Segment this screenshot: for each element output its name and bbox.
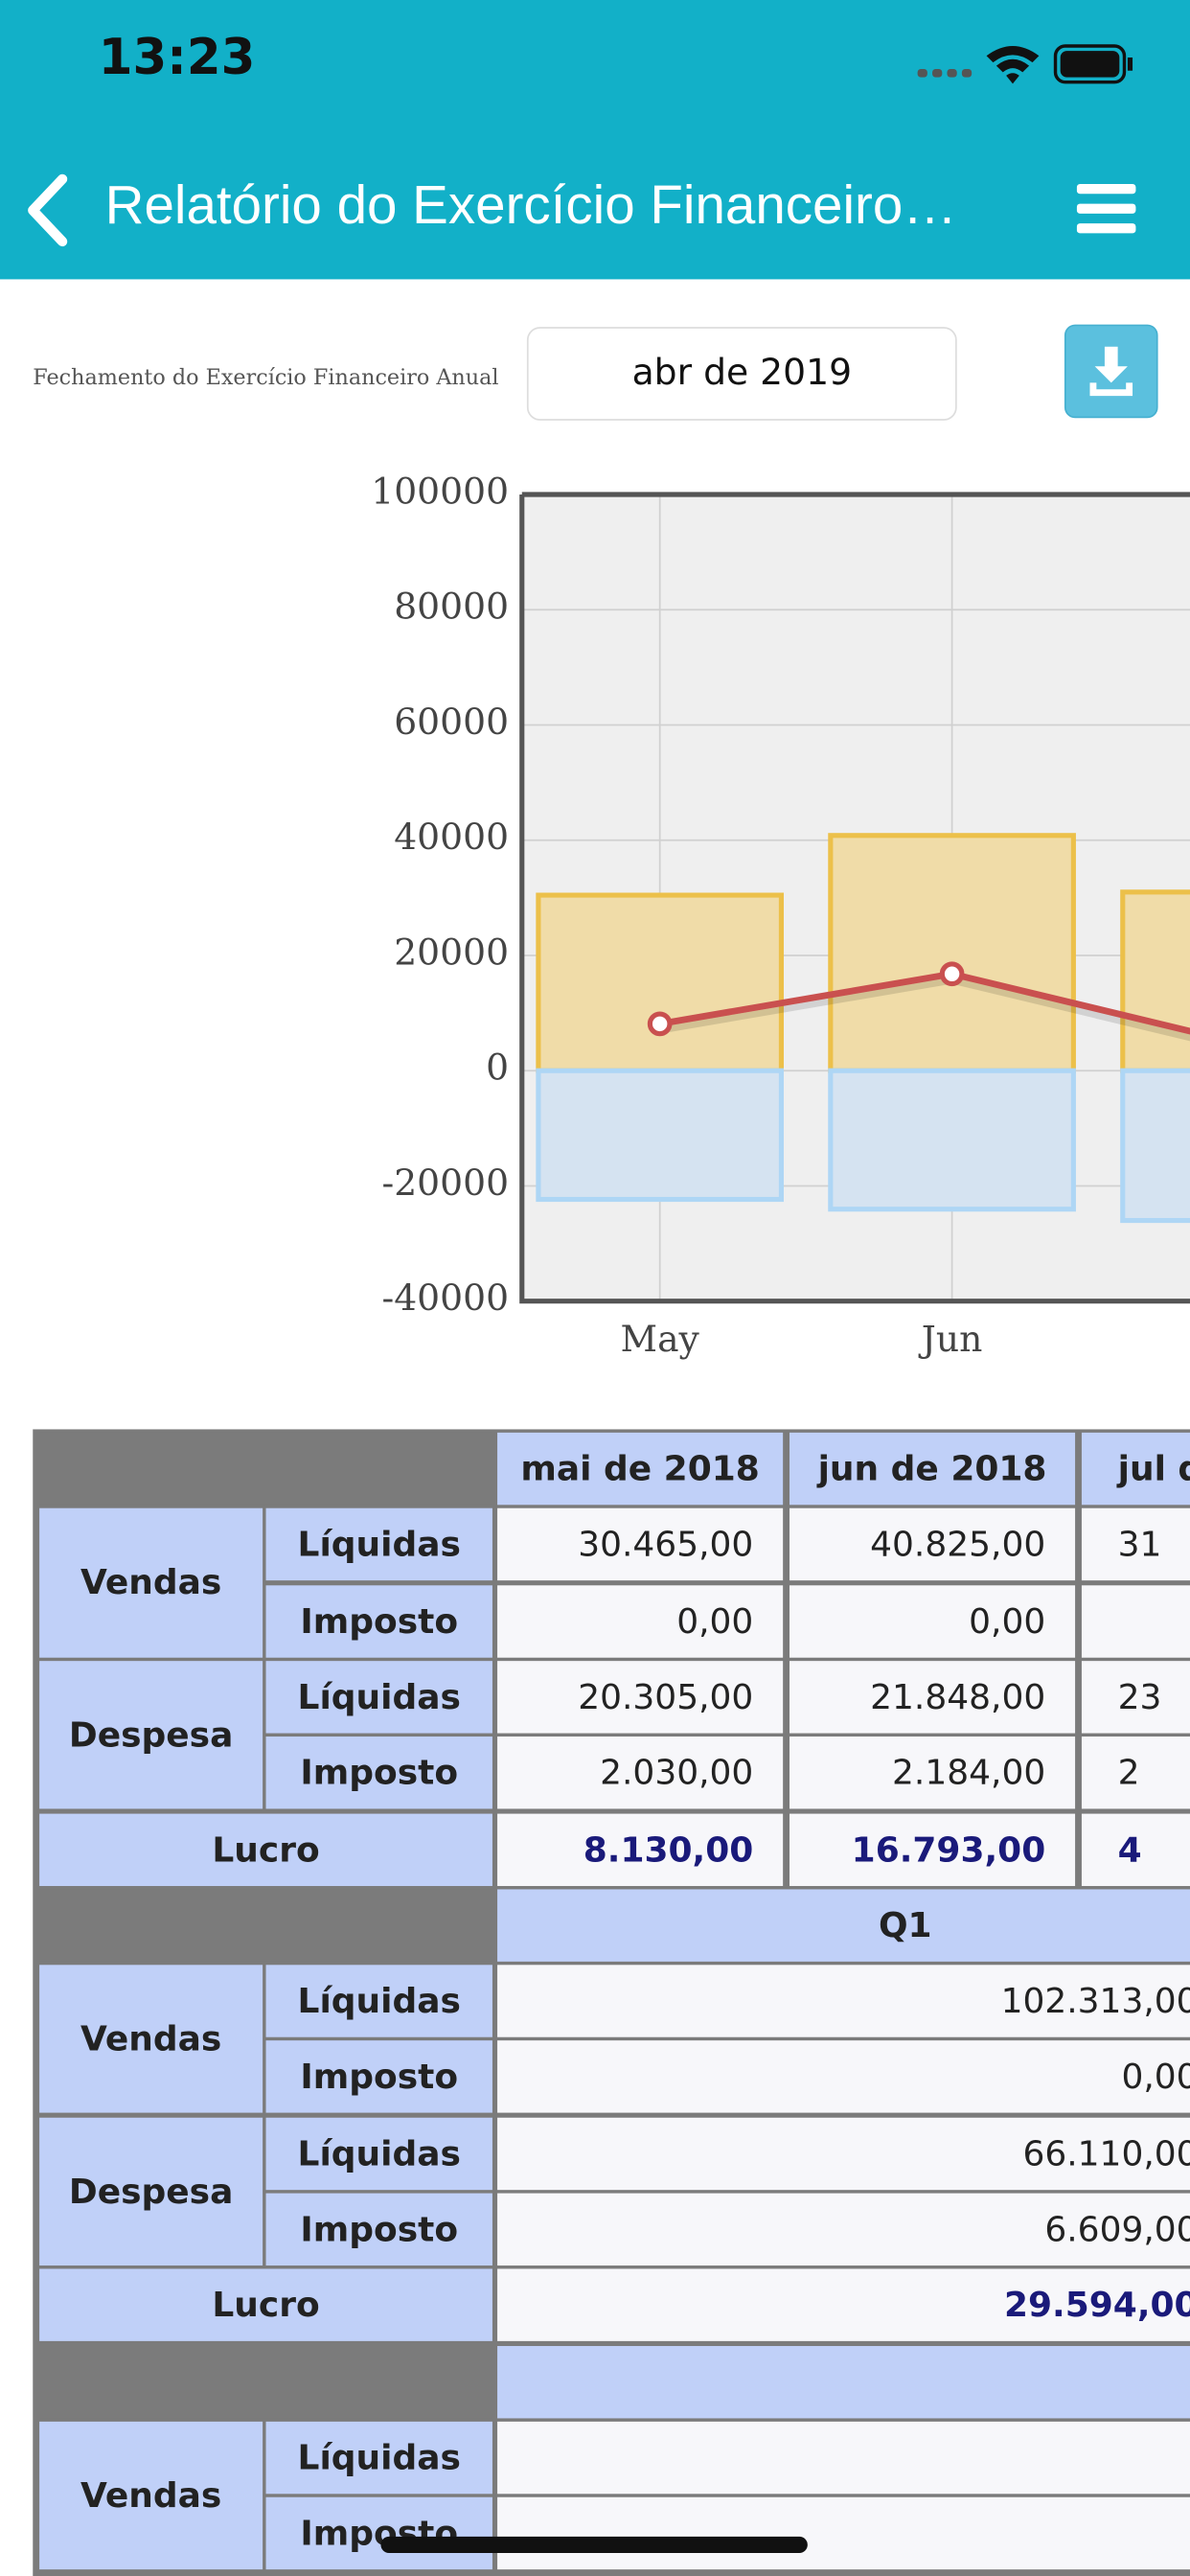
download-button[interactable] xyxy=(1064,324,1158,419)
value-cell xyxy=(1081,1584,1190,1658)
value-cell: 102.313,00 xyxy=(497,1965,1190,2037)
column-header: mai de 2018 xyxy=(497,1432,784,1506)
value-cell: 2.030,00 xyxy=(497,1736,784,1809)
nav-title: Relatório do Exercício Financeiro… xyxy=(104,173,957,236)
y-tick-label: 80000 xyxy=(394,586,509,628)
row-label: Líquidas xyxy=(265,2421,492,2495)
value-cell xyxy=(497,2421,1190,2495)
status-time: 13:23 xyxy=(98,29,256,87)
y-tick-label: 60000 xyxy=(394,701,509,743)
bar xyxy=(1120,889,1190,1073)
home-indicator xyxy=(380,2536,808,2554)
total-cell: 29.594,00 xyxy=(497,2268,1190,2342)
value-cell: 40.825,00 xyxy=(790,1508,1076,1581)
value-cell: 0,00 xyxy=(790,1584,1076,1658)
x-tick-label: Jun xyxy=(918,1318,983,1360)
row-label: Líquidas xyxy=(265,2117,492,2190)
value-cell: 20.305,00 xyxy=(497,1660,784,1734)
value-cell: 31 xyxy=(1081,1508,1190,1581)
row-label: Líquidas xyxy=(265,1660,492,1734)
row-label: Líquidas xyxy=(265,1965,492,2037)
back-button[interactable] xyxy=(23,172,72,248)
y-tick-label: 40000 xyxy=(394,816,509,858)
value-cell xyxy=(497,2497,1190,2570)
total-cell: 16.793,00 xyxy=(790,1812,1076,1886)
bar xyxy=(1120,1068,1190,1224)
value-cell: 21.848,00 xyxy=(790,1660,1076,1734)
y-tick-label: -20000 xyxy=(381,1162,509,1204)
total-label: Lucro xyxy=(39,1812,492,1886)
date-picker[interactable]: abr de 2019 xyxy=(526,327,957,421)
value-cell: 23 xyxy=(1081,1660,1190,1734)
y-tick-label: 100000 xyxy=(371,470,509,512)
value-cell: 2 xyxy=(1081,1736,1190,1809)
value-cell: 0,00 xyxy=(497,2040,1190,2114)
bar xyxy=(828,833,1076,1073)
bar xyxy=(536,1068,785,1203)
header-blank xyxy=(39,2345,492,2418)
row-group: Despesa xyxy=(39,1660,263,1809)
plot-frame xyxy=(519,492,1190,1304)
bar xyxy=(828,1068,1076,1212)
row-label: Imposto xyxy=(265,1736,492,1809)
total-cell: 4 xyxy=(1081,1812,1190,1886)
row-label: Líquidas xyxy=(265,1508,492,1581)
header-blank xyxy=(39,1889,492,1962)
header-blank xyxy=(39,1432,492,1506)
y-tick-label: -40000 xyxy=(381,1276,509,1319)
total-cell: 8.130,00 xyxy=(497,1812,784,1886)
column-header: Q1 xyxy=(497,1889,1190,1962)
app-bar xyxy=(0,0,1190,280)
line-point xyxy=(939,961,965,987)
row-group: Vendas xyxy=(39,2421,263,2570)
row-label: Imposto xyxy=(265,1584,492,1658)
row-group: Vendas xyxy=(39,1965,263,2114)
y-tick-label: 0 xyxy=(486,1046,509,1089)
row-group: Vendas xyxy=(39,1508,263,1658)
column-header: jul d xyxy=(1081,1432,1190,1506)
column-header: jun de 2018 xyxy=(790,1432,1076,1506)
column-header xyxy=(497,2345,1190,2418)
value-cell: 2.184,00 xyxy=(790,1736,1076,1809)
status-icons xyxy=(917,44,1133,84)
y-tick-label: 20000 xyxy=(394,931,509,973)
value-cell: 30.465,00 xyxy=(497,1508,784,1581)
value-cell: 66.110,00 xyxy=(497,2117,1190,2190)
row-label: Imposto xyxy=(265,2497,492,2570)
row-label: Imposto xyxy=(265,2193,492,2266)
menu-button[interactable] xyxy=(1076,181,1136,237)
filter-label: Fechamento do Exercício Financeiro Anual xyxy=(33,366,499,392)
chart: -40000 -20000 0 20000 40000 60000 80000 100000 M… xyxy=(371,470,1190,1360)
x-tick-label: May xyxy=(621,1318,700,1360)
total-label: Lucro xyxy=(39,2268,492,2342)
row-label: Imposto xyxy=(265,2040,492,2114)
value-cell: 0,00 xyxy=(497,1584,784,1658)
line-point xyxy=(647,1011,673,1037)
row-group: Despesa xyxy=(39,2117,263,2266)
value-cell: 6.609,00 xyxy=(497,2193,1190,2266)
bar xyxy=(536,892,785,1073)
